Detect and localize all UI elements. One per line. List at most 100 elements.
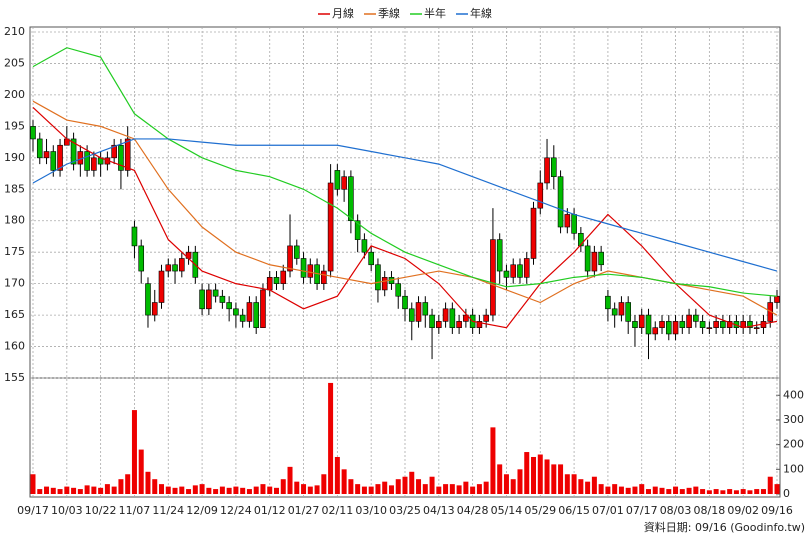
volume-bar (118, 479, 124, 494)
y-tick-label: 185 (4, 182, 25, 195)
x-tick-label: 12/24 (220, 504, 252, 517)
moving-average-line (32, 47, 778, 297)
x-tick-label: 08/18 (694, 504, 726, 517)
volume-bar (754, 489, 760, 494)
volume-bar (233, 486, 239, 494)
candle-body (43, 151, 50, 159)
volume-bar (679, 489, 685, 494)
volume-bar (564, 474, 570, 494)
volume-bar (145, 471, 151, 494)
candle-body (354, 220, 361, 240)
legend-label: 半年 (424, 6, 446, 20)
volume-bar (287, 466, 293, 494)
candle-body (57, 144, 63, 171)
x-tick-label: 01/27 (288, 504, 320, 517)
candle-body (720, 321, 726, 328)
candle-body (483, 314, 489, 322)
candle-body (36, 138, 43, 159)
y-tick-label: 210 (4, 25, 25, 38)
volume-bar (659, 487, 665, 494)
candle-body (517, 264, 523, 278)
volume-bar (517, 469, 523, 494)
legend-label: 月線 (332, 6, 354, 20)
candle-body (571, 214, 577, 234)
candle-body (131, 226, 138, 247)
volume-bar (652, 486, 658, 494)
candle-body (287, 245, 293, 272)
candle-body (395, 283, 402, 297)
candle-body (510, 264, 517, 278)
volume-bar (395, 479, 401, 494)
candle-body (233, 308, 239, 316)
volume-tick-label: 400 (783, 388, 804, 401)
volume-bar (686, 487, 692, 494)
candle-body (713, 321, 719, 328)
volume-bar (165, 486, 171, 494)
candle-body (402, 295, 408, 310)
x-tick-label: 03/10 (355, 504, 387, 517)
volume-bar (774, 484, 780, 494)
volume-bar (531, 456, 537, 494)
y-tick-label: 175 (4, 245, 25, 258)
candle-body (665, 321, 672, 335)
volume-bar (334, 456, 340, 494)
volume-bar (402, 476, 408, 494)
volume-bar (138, 449, 144, 494)
candle-body (334, 170, 341, 190)
candle-body (537, 182, 544, 209)
volume-bar (37, 489, 43, 494)
candle-body (280, 270, 287, 284)
candle-body (544, 157, 550, 184)
x-tick-label: 11/24 (152, 504, 184, 517)
volume-bar (213, 489, 219, 494)
candle-body (611, 308, 618, 316)
candle-body (442, 308, 449, 322)
volume-bar (666, 489, 672, 494)
candle-body (179, 258, 185, 272)
y-tick-label: 160 (4, 340, 25, 353)
candle-body (618, 302, 625, 316)
volume-bar (368, 486, 374, 494)
volume-bar (179, 486, 185, 494)
candle-body (266, 277, 273, 291)
x-tick-label: 04/28 (457, 504, 489, 517)
volume-bar (280, 479, 286, 494)
candle-body (408, 308, 415, 322)
x-tick-label: 03/25 (389, 504, 421, 517)
candle-body (550, 157, 557, 177)
y-tick-label: 180 (4, 214, 25, 227)
volume-bar (558, 464, 564, 494)
candle-body (645, 314, 652, 335)
volume-bar (260, 484, 266, 494)
volume-bar (307, 486, 313, 494)
candle-body (774, 295, 780, 303)
volume-bar (388, 485, 394, 494)
volume-bar (294, 481, 300, 494)
x-tick-label: 12/09 (186, 504, 218, 517)
volume-bar (328, 382, 334, 494)
candle-body (307, 264, 314, 278)
candle-body (706, 327, 713, 329)
candle-body (591, 251, 598, 272)
volume-bar (625, 487, 631, 494)
volume-bar (598, 484, 604, 494)
candle-body (659, 321, 665, 328)
legend-label: 年線 (470, 6, 492, 20)
x-tick-label: 09/17 (17, 504, 49, 517)
volume-bar (767, 476, 773, 494)
candle-body (463, 314, 469, 322)
volume-bar (30, 474, 36, 494)
volume-bar (497, 464, 503, 494)
x-tick-label: 02/11 (322, 504, 354, 517)
y-tick-label: 205 (4, 56, 25, 69)
volume-bar (409, 471, 415, 494)
candle-body (679, 321, 686, 328)
volume-bar (612, 484, 618, 494)
volume-bar (159, 484, 165, 494)
volume-bar (375, 484, 381, 494)
candle-body (429, 314, 435, 328)
volume-bar (740, 489, 746, 494)
volume-bar (429, 476, 435, 494)
candle-body (219, 295, 226, 303)
volume-bar (618, 486, 624, 494)
